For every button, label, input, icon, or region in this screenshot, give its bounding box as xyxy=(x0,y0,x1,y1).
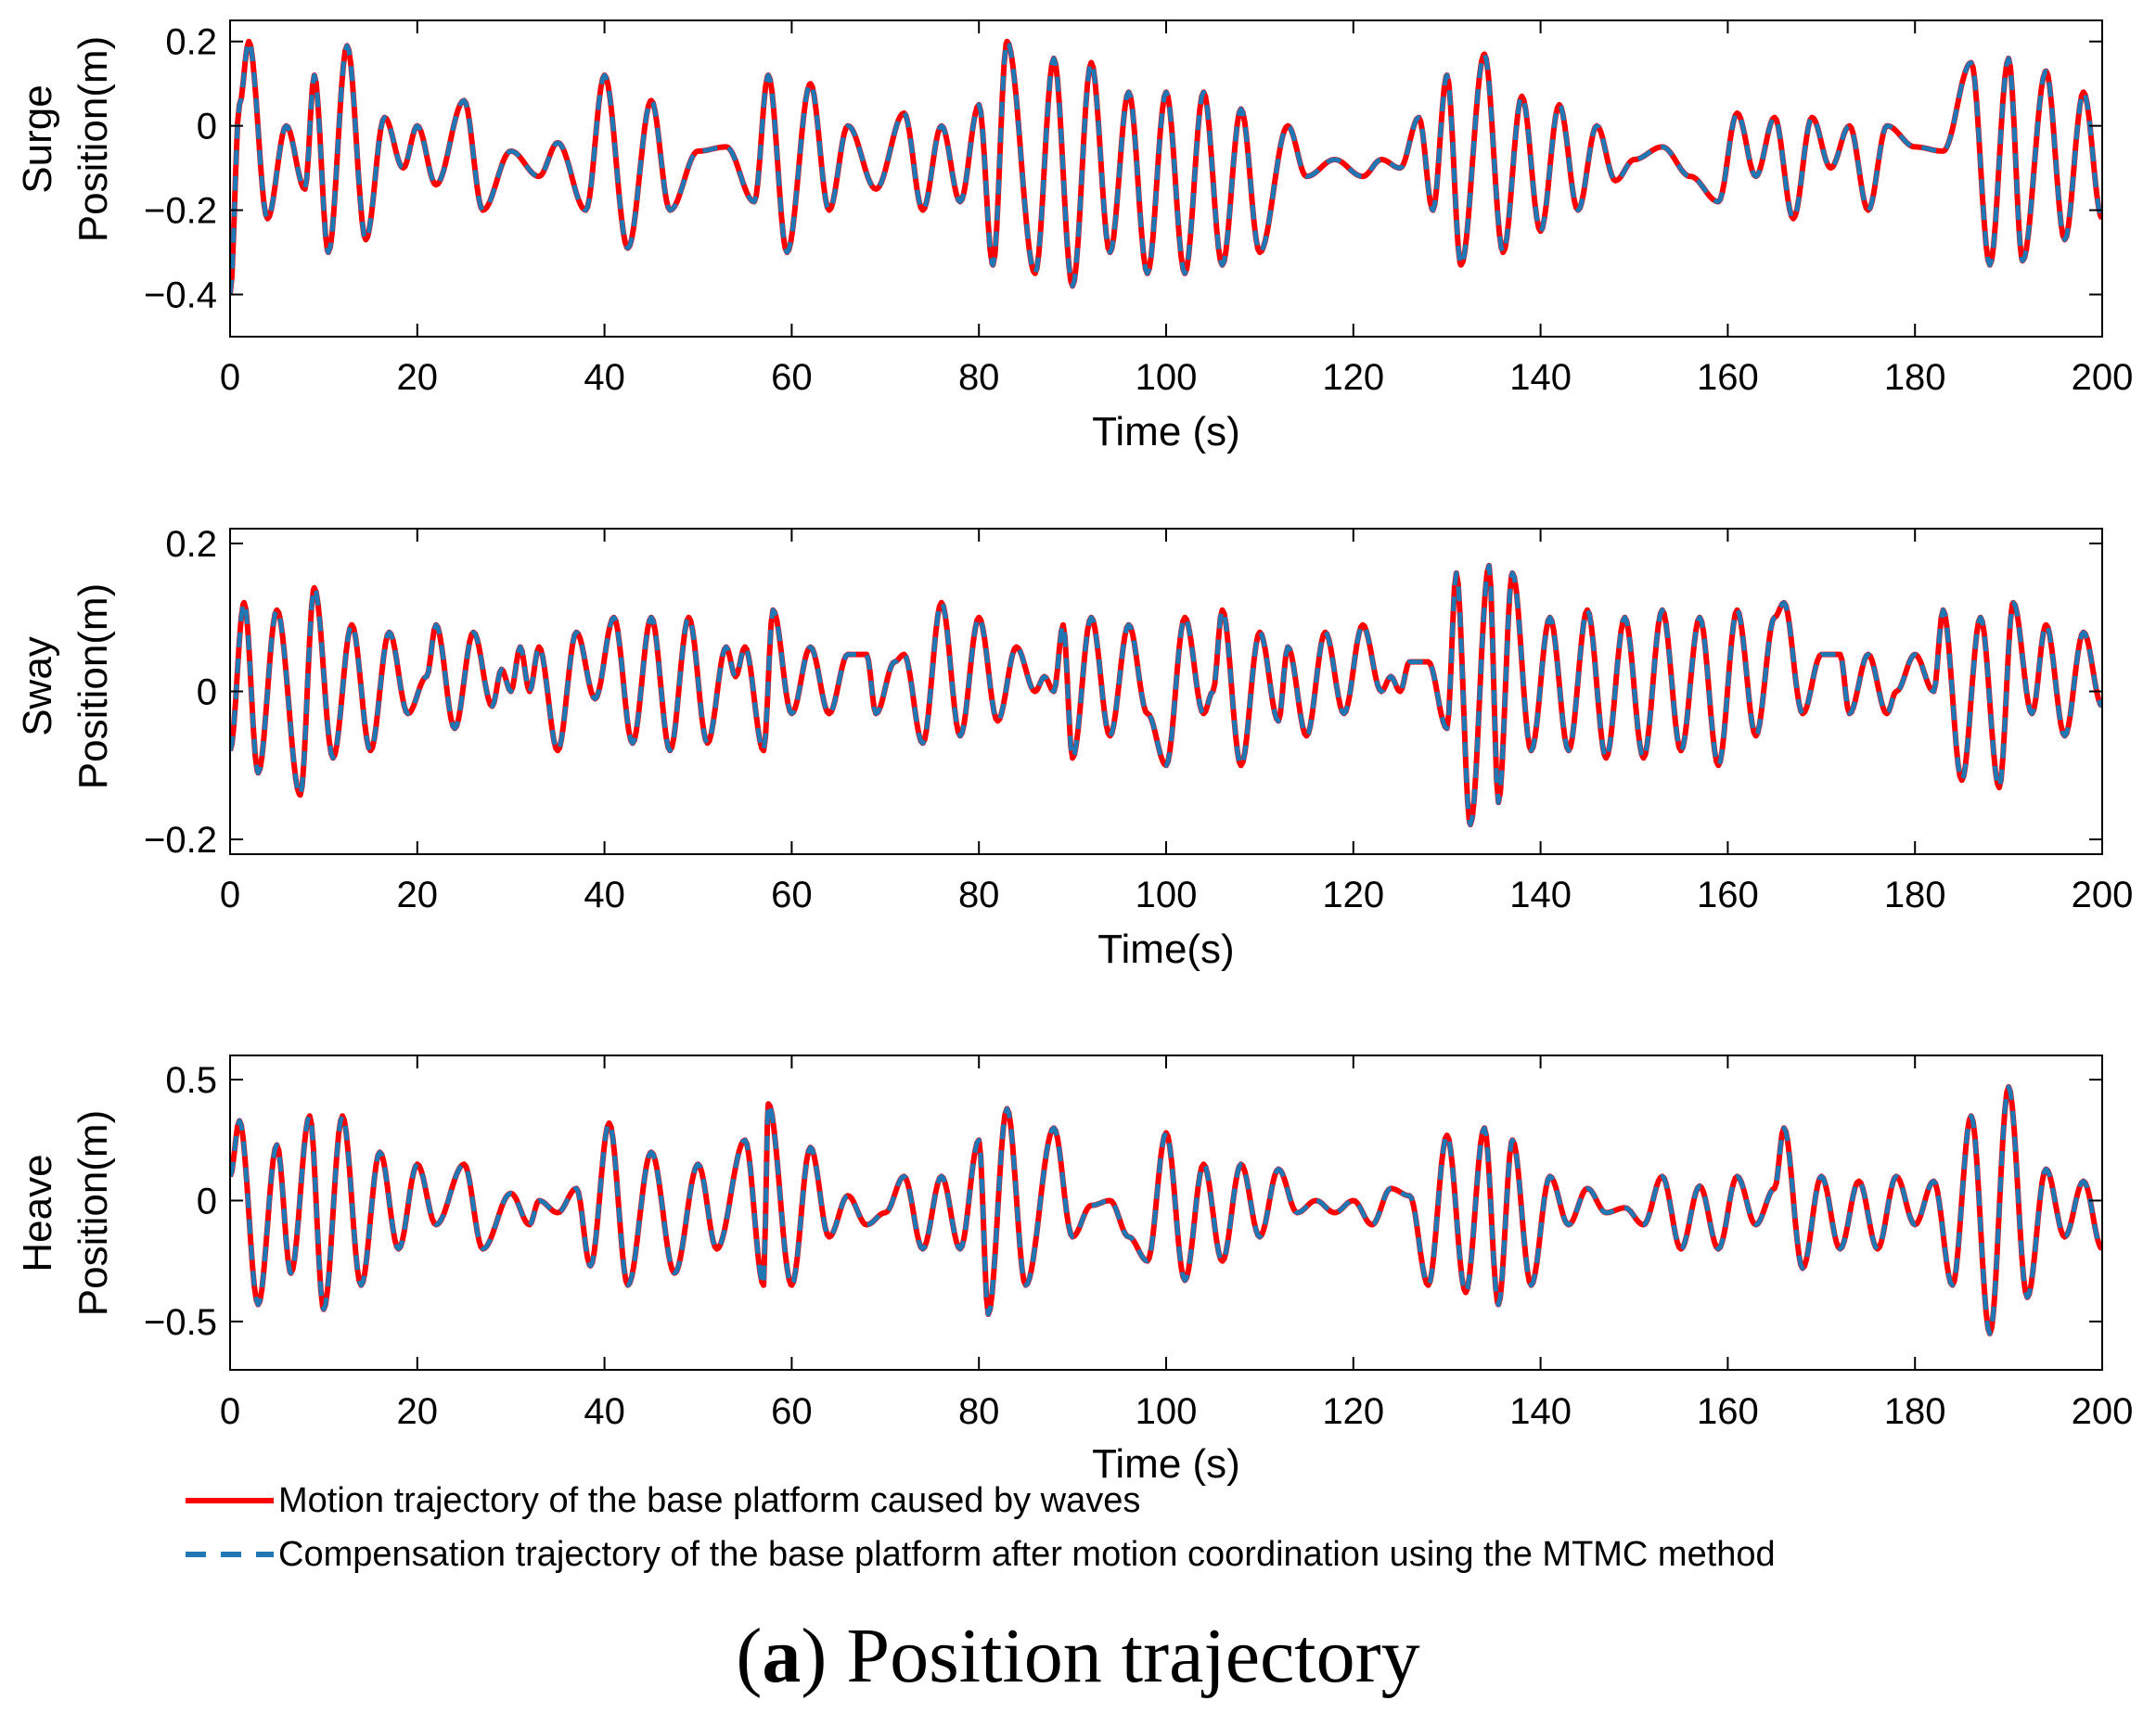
y-tick-label: 0.2 xyxy=(165,22,217,63)
y-axis-label-line2: Position(m) xyxy=(71,36,116,243)
x-tick-label: 180 xyxy=(1884,1391,1946,1432)
x-tick-label: 40 xyxy=(584,1391,625,1432)
y-tick-label: 0.5 xyxy=(165,1060,217,1101)
y-tick-label: 0 xyxy=(197,672,217,713)
x-tick-label: 20 xyxy=(397,357,439,398)
x-axis-label: Time (s) xyxy=(1092,409,1240,454)
y-tick-label: −0.2 xyxy=(144,820,217,861)
x-tick-label: 40 xyxy=(584,875,625,915)
y-tick-label: 0.2 xyxy=(165,524,217,565)
x-tick-label: 80 xyxy=(958,357,1000,398)
x-tick-label: 160 xyxy=(1697,357,1759,398)
panel-heave: 0 20 40 60 80 100 120 140 160 180 200 0.5 0 −0.5 Time … xyxy=(15,1055,2133,1487)
y-axis-label-line1: Heave xyxy=(15,1154,60,1272)
x-tick-label: 80 xyxy=(958,875,1000,915)
legend-label-1: Compensation trajectory of the base plat… xyxy=(278,1535,1776,1574)
series-compensation-line xyxy=(230,1084,2102,1336)
caption-letter: a xyxy=(762,1613,802,1699)
x-tick-label: 140 xyxy=(1509,357,1572,398)
y-tick-label: −0.2 xyxy=(144,191,217,232)
x-tick-label: 120 xyxy=(1322,1391,1384,1432)
series-motion-line xyxy=(230,562,2102,828)
x-tick-label: 180 xyxy=(1884,875,1946,915)
x-tick-label: 0 xyxy=(220,875,240,915)
x-tick-label: 120 xyxy=(1322,357,1384,398)
figure-caption: (a) Position trajectory xyxy=(736,1613,1420,1699)
x-tick-label: 140 xyxy=(1509,1391,1572,1432)
x-tick-label: 20 xyxy=(397,875,439,915)
y-axis-label-line1: Surge xyxy=(15,84,60,193)
y-tick-label: −0.5 xyxy=(144,1302,217,1343)
panel-sway: 0 20 40 60 80 100 120 140 160 180 2000.20−0.2Time(… xyxy=(15,524,2133,972)
caption-title: Position trajectory xyxy=(846,1613,1420,1699)
y-tick-label: 0 xyxy=(197,107,217,147)
x-tick-label: 40 xyxy=(584,357,625,398)
y-tick-label: 0 xyxy=(197,1181,217,1221)
x-tick-label: 60 xyxy=(771,1391,813,1432)
series-motion-line xyxy=(230,1083,2102,1336)
x-tick-label: 100 xyxy=(1136,875,1198,915)
x-tick-label: 60 xyxy=(771,875,813,915)
x-tick-label: 0 xyxy=(220,1391,240,1432)
x-tick-label: 160 xyxy=(1697,1391,1759,1432)
axes-frame xyxy=(229,19,2103,338)
legend-label-0: Motion trajectory of the base platform c… xyxy=(278,1481,1140,1520)
panel-surge: 0 20 40 60 80 100 120 140 160 180 200 0.2 0 −0.2 −0.4 T… xyxy=(15,19,2134,454)
x-tick-label: 200 xyxy=(2072,357,2134,398)
x-tick-label: 160 xyxy=(1697,875,1759,915)
y-axis-label-line2: Position(m) xyxy=(71,583,116,790)
y-axis-label-line1: Sway xyxy=(15,636,60,736)
series-motion-line xyxy=(230,38,2102,295)
x-tick-label: 200 xyxy=(2072,1391,2134,1432)
axes-frame xyxy=(229,1055,2103,1371)
y-axis-label-line2: Position(m) xyxy=(71,1110,116,1317)
x-tick-label: 60 xyxy=(771,357,813,398)
x-tick-label: 80 xyxy=(958,1391,1000,1432)
y-tick-label: −0.4 xyxy=(144,275,217,316)
x-tick-label: 100 xyxy=(1136,1391,1198,1432)
x-tick-label: 100 xyxy=(1136,357,1198,398)
series-compensation-line xyxy=(230,563,2102,827)
x-tick-label: 120 xyxy=(1322,875,1384,915)
x-tick-label: 180 xyxy=(1884,357,1946,398)
legend: Motion trajectory of the base platform c… xyxy=(186,1481,1776,1574)
series-compensation-line xyxy=(230,39,2102,295)
x-axis-label: Time(s) xyxy=(1097,927,1234,972)
x-tick-label: 200 xyxy=(2072,875,2134,915)
x-tick-label: 140 xyxy=(1509,875,1572,915)
x-tick-label: 0 xyxy=(220,357,240,398)
x-axis-label: Time (s) xyxy=(1092,1441,1240,1487)
x-tick-label: 20 xyxy=(397,1391,439,1432)
